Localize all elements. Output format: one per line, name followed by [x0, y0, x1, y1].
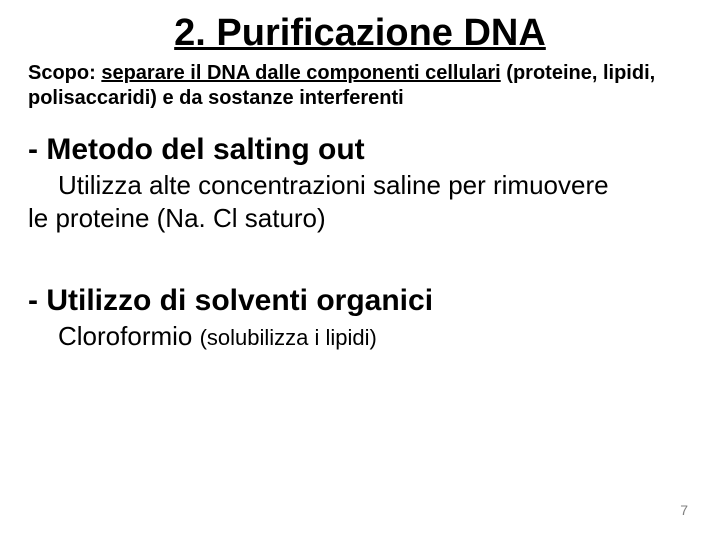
scopo-prefix: Scopo:: [28, 62, 101, 84]
method1-text: Utilizza alte concentrazioni saline per …: [28, 169, 692, 234]
method1-line1: Utilizza alte concentrazioni saline per …: [58, 170, 609, 200]
scopo-paragraph: Scopo: separare il DNA dalle componenti …: [28, 61, 692, 111]
method2-text: Cloroformio (solubilizza i lipidi): [28, 320, 692, 353]
method2-main: Cloroformio: [58, 321, 200, 351]
scopo-underlined: separare il DNA dalle componenti cellula…: [101, 62, 500, 84]
method2-heading: - Utilizzo di solventi organici: [28, 284, 692, 318]
page-number: 7: [680, 502, 688, 518]
method1-heading: - Metodo del salting out: [28, 133, 692, 167]
method1-line2: le proteine (Na. Cl saturo): [28, 203, 326, 233]
slide-title: 2. Purificazione DNA: [28, 12, 692, 55]
slide-content: 2. Purificazione DNA Scopo: separare il …: [0, 0, 720, 353]
method2-paren: (solubilizza i lipidi): [200, 325, 377, 350]
